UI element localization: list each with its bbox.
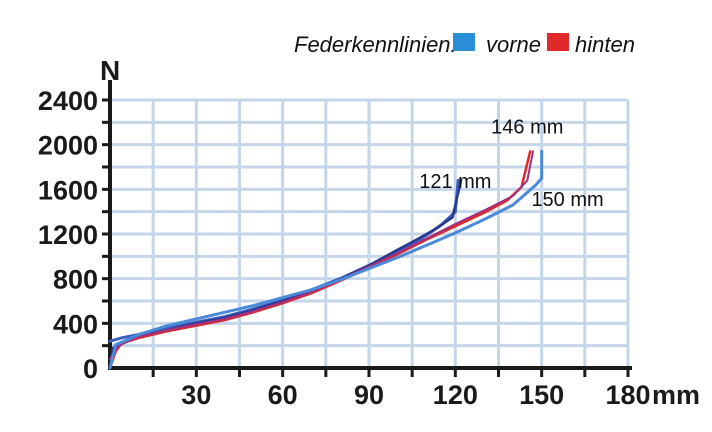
y-tick-label: 800	[53, 265, 98, 295]
y-tick-label: 400	[53, 309, 98, 339]
x-tick-label: 180	[605, 380, 650, 410]
legend-swatch-hinten	[547, 33, 569, 51]
series-line-3	[108, 150, 532, 370]
x-tick-labels: 30 60 90 120 150 180	[181, 380, 650, 410]
legend-label-hinten: hinten	[575, 32, 635, 57]
series-line-5	[108, 149, 544, 370]
x-tick-label: 60	[268, 380, 298, 410]
annotation-3: 150 mm	[531, 189, 603, 211]
annotation-2: 146 mm	[491, 117, 563, 139]
legend-label-vorne: vorne	[486, 32, 541, 57]
x-axis-label: mm	[652, 380, 700, 410]
y-tick-label: 2400	[38, 86, 98, 116]
x-tick-label: 30	[181, 380, 211, 410]
y-tick-label: 2000	[38, 131, 98, 161]
x-tick-label: 150	[519, 380, 564, 410]
legend: Federkennlinien: vorne hinten	[294, 32, 635, 57]
x-tick-label: 120	[433, 380, 478, 410]
series-lines	[108, 149, 544, 370]
x-tick-label: 90	[354, 380, 384, 410]
annotations: 121 mm 146 mm 150 mm	[419, 117, 603, 212]
y-axis-label: N	[100, 55, 120, 86]
axes	[102, 80, 632, 377]
legend-title: Federkennlinien:	[294, 32, 457, 57]
y-tick-label: 1200	[38, 220, 98, 250]
annotation-1: 121 mm	[419, 171, 491, 193]
y-tick-label: 1600	[38, 175, 98, 205]
y-tick-label: 0	[83, 354, 98, 384]
y-tick-labels: 0 400 800 1200 1600 2000 2400	[38, 86, 98, 384]
legend-swatch-vorne	[453, 33, 475, 51]
